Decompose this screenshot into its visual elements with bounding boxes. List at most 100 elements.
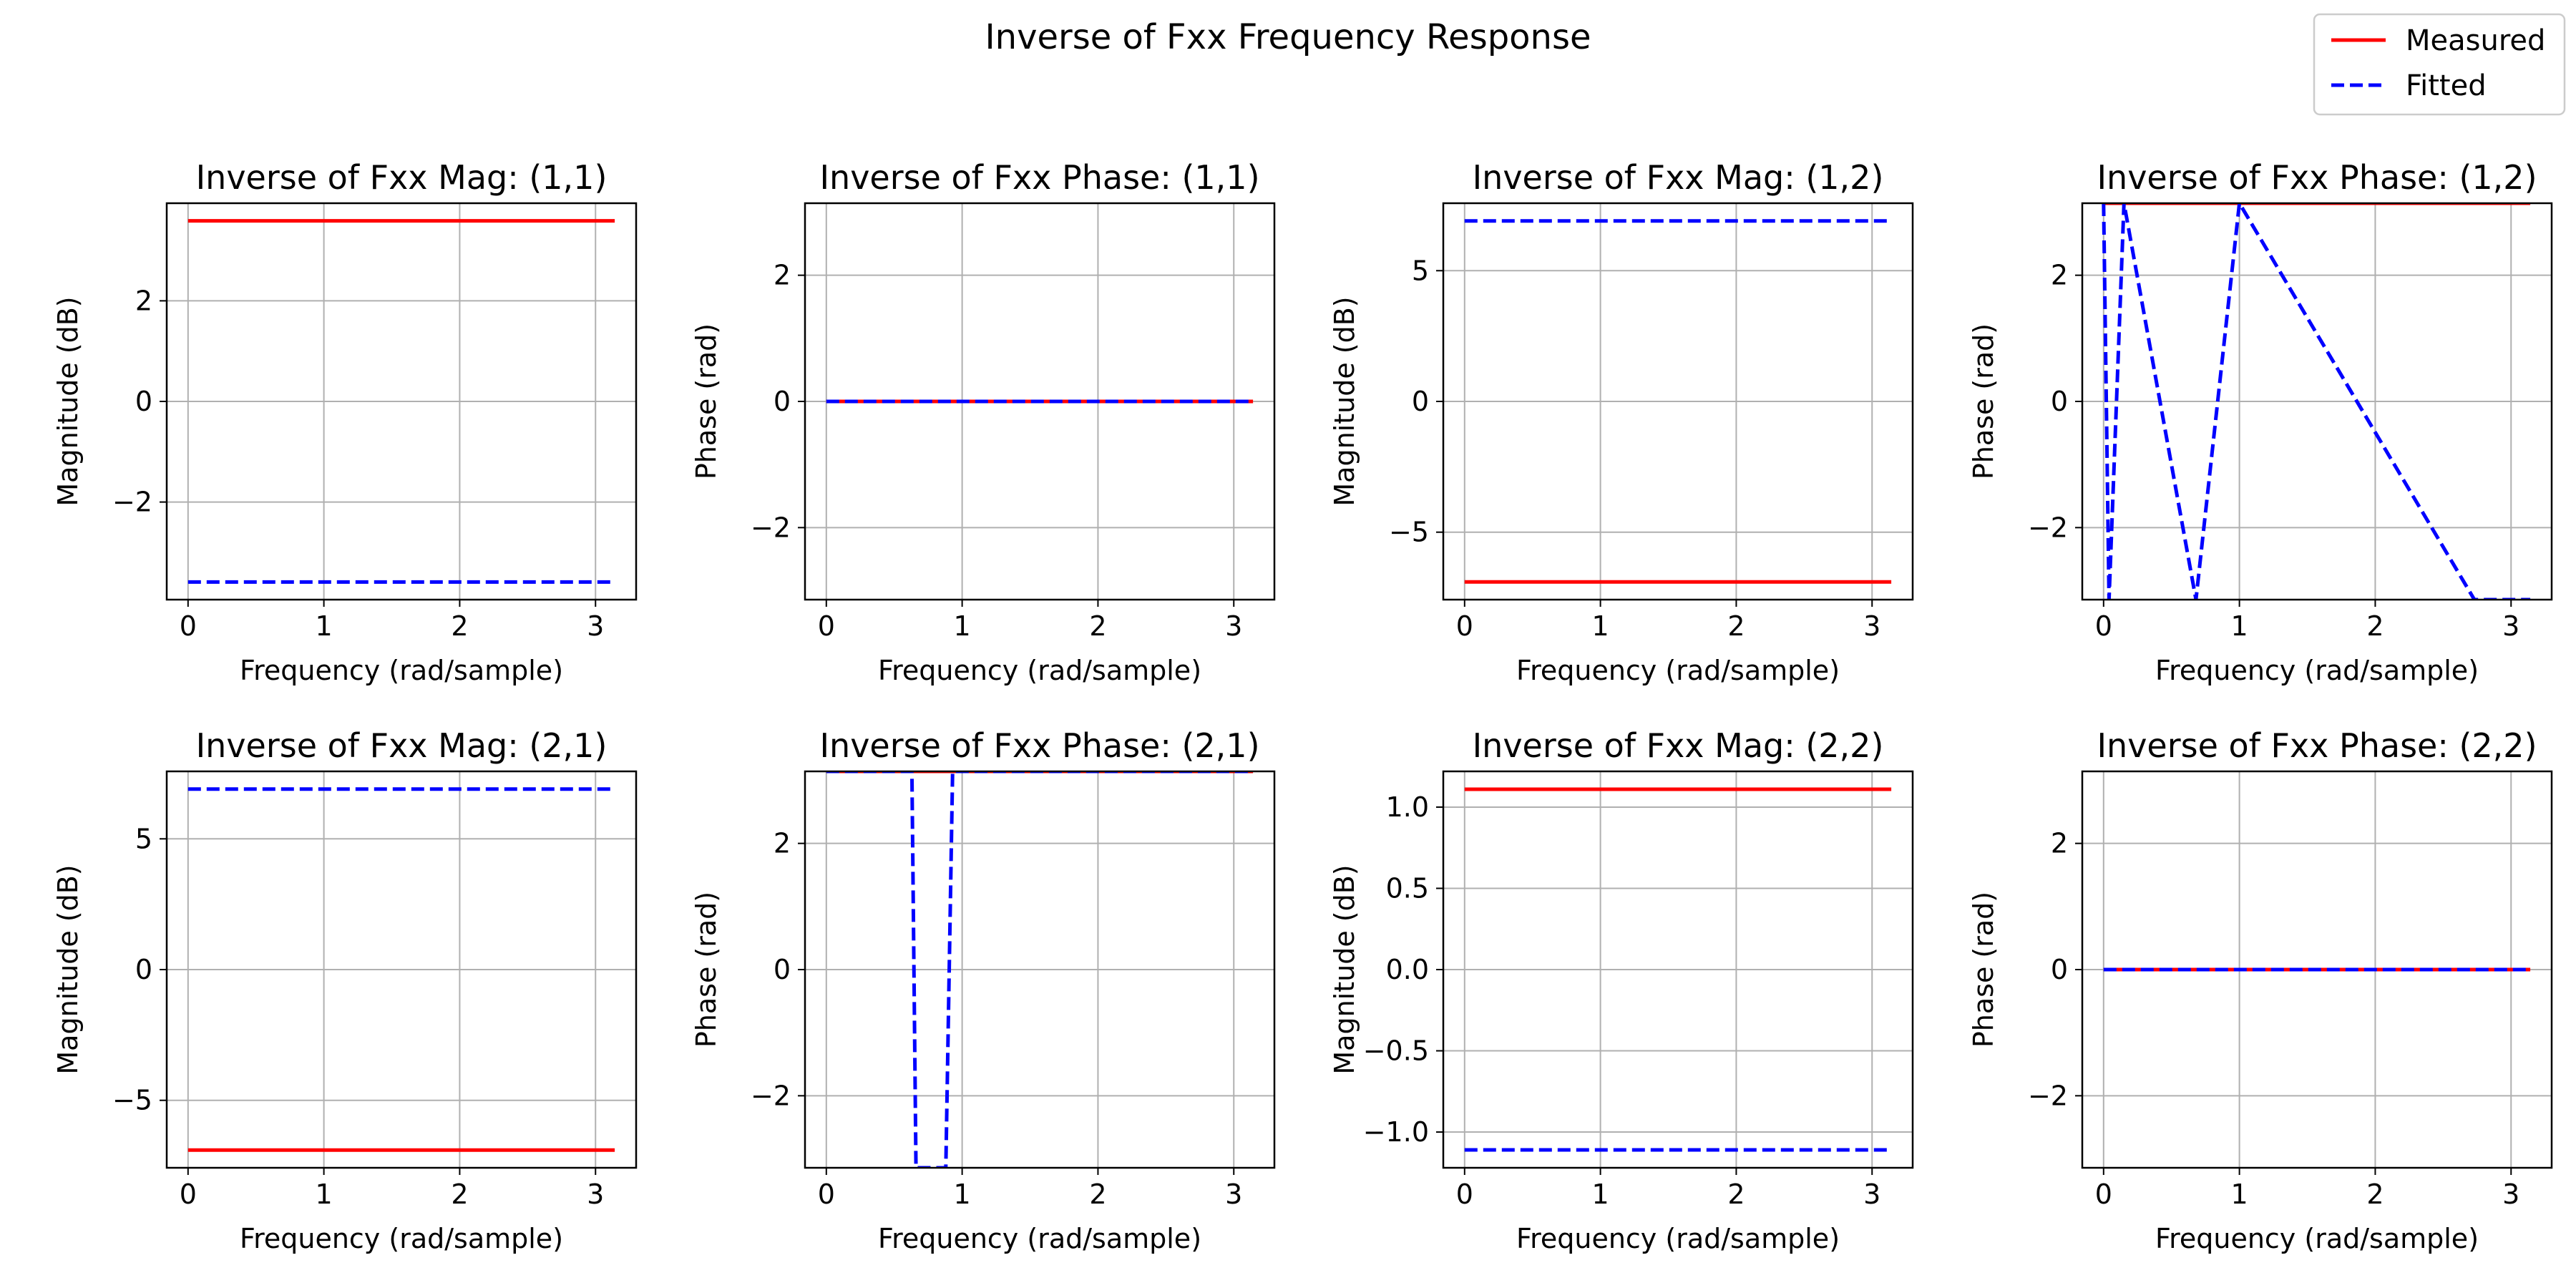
y-tick-label: −1.0 bbox=[1363, 1116, 1429, 1148]
subplot-title: Inverse of Fxx Phase: (1,2) bbox=[2097, 158, 2537, 197]
y-axis-label: Magnitude (dB) bbox=[1329, 864, 1360, 1074]
subplot-title: Inverse of Fxx Phase: (2,1) bbox=[819, 726, 1259, 765]
x-tick-label: 3 bbox=[2502, 610, 2519, 642]
x-tick-label: 2 bbox=[1727, 610, 1745, 642]
x-tick-label: 0 bbox=[818, 610, 835, 642]
legend-measured-label: Measured bbox=[2406, 24, 2545, 57]
x-tick-label: 2 bbox=[1727, 1179, 1745, 1210]
x-tick-label: 2 bbox=[2366, 610, 2384, 642]
y-tick-label: 0 bbox=[2051, 386, 2068, 417]
y-tick-label: −2 bbox=[112, 487, 152, 518]
plot-area bbox=[1464, 787, 1892, 1152]
x-tick-label: 3 bbox=[2502, 1179, 2519, 1210]
subplot-title: Inverse of Fxx Phase: (1,1) bbox=[819, 158, 1259, 197]
subplot-4: 0 1 2 3 −2 0 2 Inverse of Fxx Phase: (1,2) Frequ… bbox=[1968, 158, 2553, 686]
subplot-title: Inverse of Fxx Mag: (1,1) bbox=[196, 158, 608, 197]
subplot-5: 0 1 2 3 −5 0 5 Inverse of Fxx Mag: (2,1) Frequen… bbox=[52, 726, 638, 1254]
x-tick-label: 0 bbox=[2095, 610, 2112, 642]
x-tick-label: 0 bbox=[818, 1179, 835, 1210]
x-tick-label: 2 bbox=[1089, 1179, 1106, 1210]
y-tick-label: 5 bbox=[135, 823, 152, 854]
x-tick-label: 0 bbox=[2095, 1179, 2112, 1210]
y-tick-label: 0 bbox=[774, 954, 791, 985]
y-tick-label: 0 bbox=[774, 386, 791, 417]
y-axis-label: Phase (rad) bbox=[1968, 892, 1999, 1048]
subplot-8: 0 1 2 3 −2 0 2 Inverse of Fxx Phase: (2,2) Frequ… bbox=[1968, 726, 2553, 1254]
x-tick-label: 2 bbox=[451, 610, 468, 642]
y-tick-label: 0 bbox=[1412, 386, 1429, 417]
x-tick-label: 2 bbox=[1089, 610, 1106, 642]
legend-fitted-label: Fitted bbox=[2406, 69, 2487, 102]
subplot-1: 0 1 2 3 −2 0 2 Inverse of Fxx Mag: (1,1) Frequen… bbox=[52, 158, 638, 686]
x-tick-label: 1 bbox=[2231, 1179, 2248, 1210]
subplot-7: 0 1 2 3 −1.0 −0.5 0.0 0.5 1.0 Inverse of Fxx Mag:… bbox=[1329, 726, 1914, 1254]
subplot-title: Inverse of Fxx Mag: (2,1) bbox=[196, 726, 608, 765]
x-tick-label: 1 bbox=[2231, 610, 2248, 642]
y-tick-label: 2 bbox=[135, 285, 152, 316]
x-tick-label: 0 bbox=[1456, 610, 1473, 642]
x-tick-label: 3 bbox=[1863, 1179, 1880, 1210]
figure-title: Inverse of Fxx Frequency Response bbox=[985, 17, 1591, 57]
x-tick-label: 1 bbox=[954, 1179, 971, 1210]
y-tick-label: −2 bbox=[751, 512, 791, 543]
y-tick-label: 0 bbox=[135, 386, 152, 417]
x-axis-label: Frequency (rad/sample) bbox=[240, 655, 563, 686]
x-tick-label: 1 bbox=[954, 610, 971, 642]
x-axis-label: Frequency (rad/sample) bbox=[2155, 655, 2479, 686]
y-tick-label: −2 bbox=[2028, 512, 2068, 543]
x-tick-label: 3 bbox=[587, 610, 604, 642]
x-tick-label: 0 bbox=[180, 1179, 197, 1210]
y-tick-label: 2 bbox=[2051, 828, 2068, 859]
subplot-title: Inverse of Fxx Mag: (1,2) bbox=[1473, 158, 1884, 197]
x-axis-label: Frequency (rad/sample) bbox=[1516, 655, 1840, 686]
y-tick-label: 2 bbox=[774, 828, 791, 859]
x-tick-label: 2 bbox=[451, 1179, 468, 1210]
x-tick-label: 2 bbox=[2366, 1179, 2384, 1210]
x-tick-label: 3 bbox=[1863, 610, 1880, 642]
x-tick-label: 1 bbox=[1592, 1179, 1609, 1210]
y-tick-label: 0 bbox=[135, 954, 152, 985]
y-tick-label: −2 bbox=[751, 1080, 791, 1111]
subplot-title: Inverse of Fxx Mag: (2,2) bbox=[1473, 726, 1884, 765]
plot-area bbox=[187, 787, 615, 1152]
y-axis-label: Phase (rad) bbox=[691, 323, 722, 479]
subplots: 0 1 2 3 −2 0 2 Inverse of Fxx Mag: (1,1) Frequen… bbox=[52, 158, 2553, 1254]
y-tick-label: 0.0 bbox=[1386, 954, 1429, 985]
y-tick-label: 1.0 bbox=[1386, 791, 1429, 823]
x-axis-label: Frequency (rad/sample) bbox=[878, 1223, 1201, 1254]
y-axis-label: Magnitude (dB) bbox=[52, 296, 84, 506]
y-tick-label: 5 bbox=[1412, 255, 1429, 286]
x-axis-label: Frequency (rad/sample) bbox=[1516, 1223, 1840, 1254]
x-axis-label: Frequency (rad/sample) bbox=[2155, 1223, 2479, 1254]
x-tick-label: 1 bbox=[1592, 610, 1609, 642]
x-axis-label: Frequency (rad/sample) bbox=[240, 1223, 563, 1254]
subplot-3: 0 1 2 3 −5 0 5 Inverse of Fxx Mag: (1,2) Frequen… bbox=[1329, 158, 1914, 686]
legend: Measured Fitted bbox=[2313, 13, 2566, 116]
subplot-6: 0 1 2 3 −2 0 2 Inverse of Fxx Phase: (2,1) Frequ… bbox=[691, 726, 1276, 1254]
x-axis-label: Frequency (rad/sample) bbox=[878, 655, 1201, 686]
y-tick-label: 0 bbox=[2051, 954, 2068, 985]
y-tick-label: 2 bbox=[2051, 260, 2068, 291]
plot-area bbox=[187, 219, 615, 584]
y-axis-label: Phase (rad) bbox=[691, 892, 722, 1048]
y-axis-label: Phase (rad) bbox=[1968, 323, 1999, 479]
y-tick-label: −2 bbox=[2028, 1080, 2068, 1111]
x-tick-label: 0 bbox=[1456, 1179, 1473, 1210]
x-tick-label: 3 bbox=[1225, 610, 1242, 642]
x-tick-label: 3 bbox=[587, 1179, 604, 1210]
y-tick-label: −0.5 bbox=[1363, 1035, 1429, 1067]
y-tick-label: −5 bbox=[1389, 517, 1429, 548]
y-axis-label: Magnitude (dB) bbox=[1329, 296, 1360, 506]
x-tick-label: 0 bbox=[180, 610, 197, 642]
subplot-title: Inverse of Fxx Phase: (2,2) bbox=[2097, 726, 2537, 765]
x-tick-label: 1 bbox=[316, 610, 333, 642]
y-tick-label: 0.5 bbox=[1386, 872, 1429, 904]
x-tick-label: 1 bbox=[316, 1179, 333, 1210]
y-axis-label: Magnitude (dB) bbox=[52, 864, 84, 1074]
subplot-2: 0 1 2 3 −2 0 2 Inverse of Fxx Phase: (1,1) Frequ… bbox=[691, 158, 1276, 686]
x-tick-label: 3 bbox=[1225, 1179, 1242, 1210]
y-tick-label: −5 bbox=[112, 1085, 152, 1116]
plot-area bbox=[1464, 219, 1892, 584]
